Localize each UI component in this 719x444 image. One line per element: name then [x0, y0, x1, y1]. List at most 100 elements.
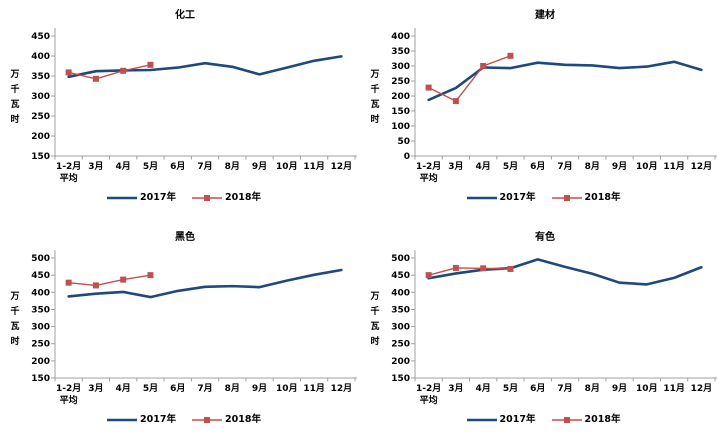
legend-label-2017: 2017年 — [140, 192, 176, 203]
x-tick-label: 8月 — [585, 383, 600, 394]
y-tick-label: 150 — [391, 374, 410, 384]
legend-swatch-2018 — [192, 195, 222, 201]
data-point-marker-2018 — [120, 67, 127, 74]
legend-swatch-2017 — [107, 196, 138, 200]
x-tick-label: 9月 — [252, 161, 267, 172]
legend-item-2017: 2017年 — [107, 193, 176, 203]
y-axis-title-char: 千 — [370, 305, 379, 317]
x-tick-label: 12月 — [691, 383, 713, 394]
series-line-2018 — [67, 274, 152, 287]
legend-swatch-2018 — [551, 417, 582, 423]
x-tick-label: 10月 — [276, 383, 298, 394]
legend-swatch-2018 — [551, 195, 582, 201]
legend-item-2018: 2018年 — [192, 415, 261, 425]
y-tick-label: 200 — [391, 92, 410, 102]
legend-label-2017: 2017年 — [499, 414, 536, 425]
chart-legend: 2017年 2018年 — [8, 188, 360, 222]
x-tick-label: 9月 — [612, 161, 627, 172]
x-tick-label: 9月 — [612, 383, 627, 394]
x-tick-label: 4月 — [116, 383, 131, 394]
x-tick-label: 7月 — [557, 383, 572, 394]
x-tick-label: 7月 — [197, 383, 212, 394]
legend-swatch-2017 — [466, 418, 497, 422]
y-tick-label: 400 — [31, 52, 50, 62]
legend-item-2018: 2018年 — [551, 415, 620, 425]
y-tick-label: 250 — [31, 340, 50, 350]
legend-marker-icon — [204, 195, 210, 201]
x-tick-label: 3月 — [88, 161, 103, 172]
legend-item-2018: 2018年 — [192, 193, 261, 203]
x-tick-label: 1-2月 — [56, 161, 81, 172]
y-tick-label: 400 — [31, 288, 50, 298]
data-point-marker-2018 — [65, 279, 72, 286]
y-tick-label: 450 — [31, 32, 50, 42]
x-tick-label: 11月 — [663, 161, 685, 172]
y-tick-label: 350 — [31, 72, 50, 82]
y-tick-label: 400 — [391, 32, 410, 42]
x-tick-label: 3月 — [448, 161, 463, 172]
x-tick-label: 7月 — [557, 161, 572, 172]
chart-legend: 2017年 2018年 — [368, 188, 719, 222]
y-tick-label: 200 — [31, 357, 50, 367]
x-tick-label: 10月 — [276, 161, 298, 172]
x-tick-label: 11月 — [663, 383, 685, 394]
y-tick-label: 300 — [31, 92, 50, 102]
legend-marker-icon — [563, 195, 570, 201]
x-tick-label: 1-2月 — [416, 161, 441, 172]
x-tick-label: 11月 — [303, 383, 325, 394]
x-tick-label: 3月 — [88, 383, 103, 394]
legend-marker-icon — [563, 417, 570, 423]
y-tick-label: 50 — [397, 137, 410, 147]
x-tick-label: 6月 — [170, 161, 185, 172]
x-tick-label: 5月 — [503, 161, 518, 172]
y-axis-title-char: 时 — [370, 113, 379, 125]
x-tick-label: 平均 — [60, 394, 78, 406]
x-tick-label: 12月 — [691, 161, 713, 172]
chart-nonferrous: 有色万千瓦时 500 450 400 350 300 250 200 150 1-2月 平均 3月 4月… — [360, 222, 719, 444]
y-tick-label: 350 — [391, 305, 410, 315]
chart-building-materials: 建材万千瓦时 400 350 300 250 200 150 100 50 0 1-2月 平均 3月 4月… — [360, 0, 719, 222]
x-tick-label: 4月 — [476, 383, 491, 394]
legend-swatch-2017 — [466, 196, 497, 200]
y-tick-label: 150 — [31, 152, 50, 162]
y-axis-title-char: 时 — [10, 335, 19, 347]
y-tick-label: 500 — [391, 254, 410, 264]
legend-item-2018: 2018年 — [551, 193, 620, 203]
x-tick-label: 8月 — [585, 161, 600, 172]
x-tick-label: 6月 — [530, 161, 545, 172]
chart-title: 黑色 — [175, 230, 195, 243]
x-tick-label: 12月 — [331, 161, 353, 172]
data-point-marker-2018 — [147, 61, 154, 68]
chart-title: 有色 — [535, 230, 555, 243]
chart-ferrous: 黑色万千瓦时 500 450 400 350 300 250 200 150 1-2月 平均 3月 4月… — [0, 222, 360, 444]
x-tick-label: 3月 — [448, 383, 463, 394]
y-tick-label: 100 — [391, 122, 410, 132]
y-tick-label: 200 — [391, 357, 410, 367]
x-tick-label: 平均 — [420, 394, 438, 406]
y-axis-title-char: 瓦 — [10, 99, 19, 110]
y-axis-title-char: 千 — [370, 83, 379, 95]
y-axis-title-char: 瓦 — [370, 99, 379, 110]
x-tick-label: 4月 — [476, 161, 491, 172]
data-point-marker-2018 — [480, 265, 487, 272]
chart-title: 化工 — [175, 8, 195, 21]
x-tick-label: 5月 — [143, 161, 158, 172]
y-axis-title-char: 万 — [369, 69, 379, 80]
data-point-marker-2018 — [480, 63, 487, 69]
y-tick-label: 350 — [391, 47, 410, 57]
series-line-2018 — [427, 55, 512, 102]
legend-item-2017: 2017年 — [107, 415, 176, 425]
chart-chemicals: 化工万千瓦时 450 400 350 300 250 200 150 1-2月 平均 3月 4月 5月 6… — [0, 0, 360, 222]
data-point-marker-2018 — [507, 52, 514, 59]
chart-legend: 2017年 2018年 — [368, 410, 719, 444]
y-tick-label: 250 — [31, 112, 50, 122]
y-tick-label: 500 — [31, 254, 50, 264]
y-tick-label: 150 — [391, 107, 410, 117]
y-tick-label: 200 — [31, 132, 50, 142]
y-axis-title-char: 万 — [9, 291, 19, 302]
legend-label-2018: 2018年 — [225, 192, 261, 203]
data-point-marker-2018 — [92, 75, 99, 82]
